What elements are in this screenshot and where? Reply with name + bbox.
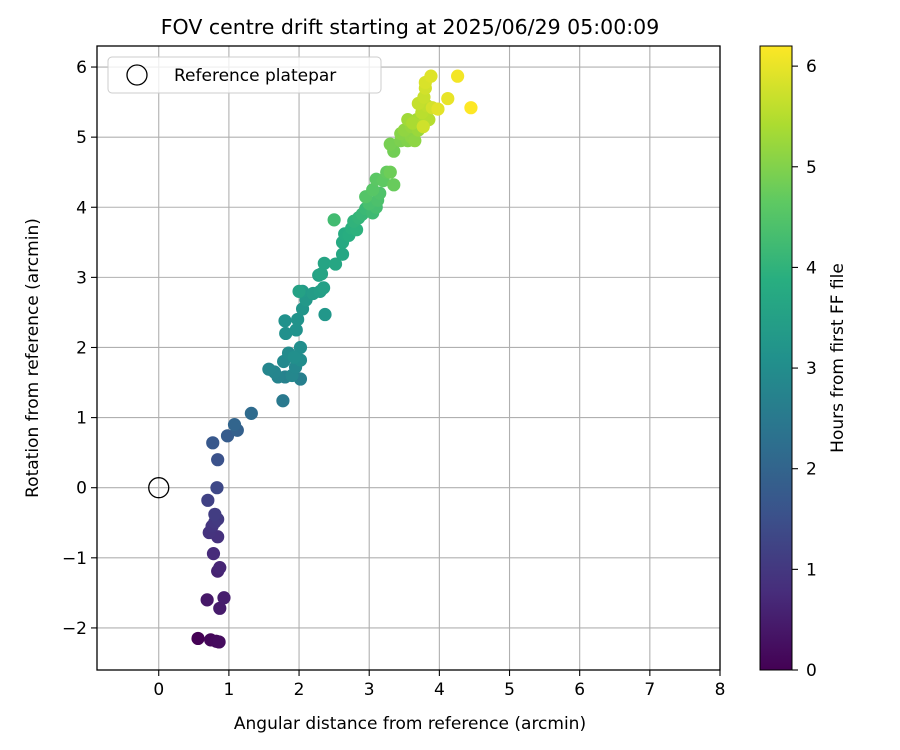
scatter-point bbox=[206, 547, 221, 561]
colorbar-tick-label: 1 bbox=[806, 560, 817, 580]
scatter-point bbox=[292, 284, 306, 298]
scatter-point bbox=[191, 631, 205, 646]
y-tick-label: 1 bbox=[76, 409, 87, 429]
x-axis-ticks: 0 1 2 3 4 5 6 7 8 bbox=[153, 670, 725, 700]
x-tick-label: 4 bbox=[434, 680, 445, 700]
x-axis-label: Angular distance from reference (arcmin) bbox=[234, 714, 586, 734]
chart-title: FOV centre drift starting at 2025/06/29 … bbox=[161, 15, 660, 39]
scatter-point bbox=[276, 394, 290, 408]
colorbar-tick-label: 4 bbox=[806, 258, 817, 278]
colorbar-tick-label: 0 bbox=[806, 661, 817, 681]
y-tick-label: 5 bbox=[76, 128, 87, 148]
scatter-point bbox=[383, 165, 397, 179]
legend-label-reference-platepar: Reference platepar bbox=[174, 66, 336, 86]
y-tick-label: 4 bbox=[76, 198, 87, 218]
x-tick-label: 3 bbox=[364, 680, 375, 700]
colorbar-tick-label: 5 bbox=[806, 158, 817, 178]
scatter-point bbox=[408, 134, 422, 148]
scatter-point bbox=[287, 350, 301, 364]
scatter-point bbox=[213, 601, 227, 615]
scatter-point bbox=[387, 178, 401, 192]
x-tick-label: 6 bbox=[574, 680, 585, 700]
colorbar-gradient bbox=[760, 46, 792, 670]
x-tick-label: 8 bbox=[715, 680, 726, 700]
legend: Reference platepar bbox=[107, 56, 382, 94]
scatter-point bbox=[200, 593, 214, 607]
scatter-point bbox=[424, 69, 438, 83]
scatter-point bbox=[291, 312, 305, 327]
plot-frame bbox=[96, 45, 721, 671]
y-tick-label: 6 bbox=[76, 58, 87, 78]
scatter-point bbox=[220, 429, 235, 443]
y-tick-label: 2 bbox=[76, 338, 87, 358]
scatter-point bbox=[244, 406, 258, 420]
scatter-point bbox=[431, 102, 445, 116]
scatter-point bbox=[328, 257, 343, 271]
y-tick-label: −2 bbox=[62, 619, 87, 639]
scatter-series bbox=[191, 69, 478, 649]
y-axis-ticks: −2 −1 0 1 2 3 4 5 6 bbox=[62, 58, 97, 639]
y-tick-label: 3 bbox=[76, 268, 87, 288]
scatter-point bbox=[416, 120, 430, 134]
scatter-point bbox=[212, 635, 226, 649]
scatter-point bbox=[383, 137, 397, 151]
scatter-point bbox=[327, 213, 341, 227]
scatter-point bbox=[227, 418, 242, 432]
x-tick-label: 0 bbox=[153, 680, 164, 700]
legend-box bbox=[107, 56, 382, 94]
x-tick-label: 5 bbox=[504, 680, 515, 700]
colorbar-label: Hours from first FF file bbox=[828, 263, 848, 453]
reference-platepar-marker bbox=[148, 477, 170, 499]
scatter-point bbox=[213, 561, 227, 575]
x-tick-label: 1 bbox=[223, 680, 234, 700]
y-tick-label: −1 bbox=[62, 549, 87, 569]
scatter-point bbox=[279, 326, 293, 341]
x-tick-label: 2 bbox=[294, 680, 305, 700]
colorbar-tick-label: 2 bbox=[806, 460, 817, 480]
scatter-point bbox=[317, 256, 331, 270]
scatter-point bbox=[211, 453, 225, 467]
legend-open-circle-marker bbox=[126, 64, 148, 86]
scatter-point bbox=[366, 183, 380, 197]
scatter-point bbox=[318, 307, 332, 322]
scatter-point bbox=[210, 481, 224, 495]
scatter-point bbox=[441, 91, 455, 106]
y-tick-label: 0 bbox=[76, 479, 87, 499]
colorbar-tick-label: 6 bbox=[806, 57, 817, 77]
scatter-point bbox=[289, 323, 303, 337]
scatter-point bbox=[262, 362, 276, 376]
colorbar: 0 1 2 3 4 5 6 Hours from first FF file bbox=[759, 45, 848, 681]
x-tick-label: 7 bbox=[644, 680, 655, 700]
reference-marker-layer bbox=[148, 477, 170, 499]
scatter-point bbox=[406, 116, 420, 130]
scatter-point bbox=[201, 493, 215, 507]
scatter-point bbox=[451, 69, 465, 83]
scatter-point bbox=[317, 281, 331, 295]
scatter-point bbox=[206, 436, 220, 450]
scatter-point bbox=[293, 340, 308, 355]
scatter-point bbox=[208, 507, 222, 521]
colorbar-frame bbox=[759, 45, 793, 671]
scatter-point bbox=[464, 101, 478, 115]
scatter-point bbox=[314, 267, 329, 281]
scatter-point bbox=[217, 591, 231, 605]
colorbar-tick-label: 3 bbox=[806, 359, 817, 379]
scatter-point bbox=[335, 247, 350, 261]
colorbar-ticks: 0 1 2 3 4 5 6 bbox=[792, 57, 817, 681]
scatter-point bbox=[278, 314, 292, 328]
y-axis-label: Rotation from reference (arcmin) bbox=[23, 218, 43, 498]
